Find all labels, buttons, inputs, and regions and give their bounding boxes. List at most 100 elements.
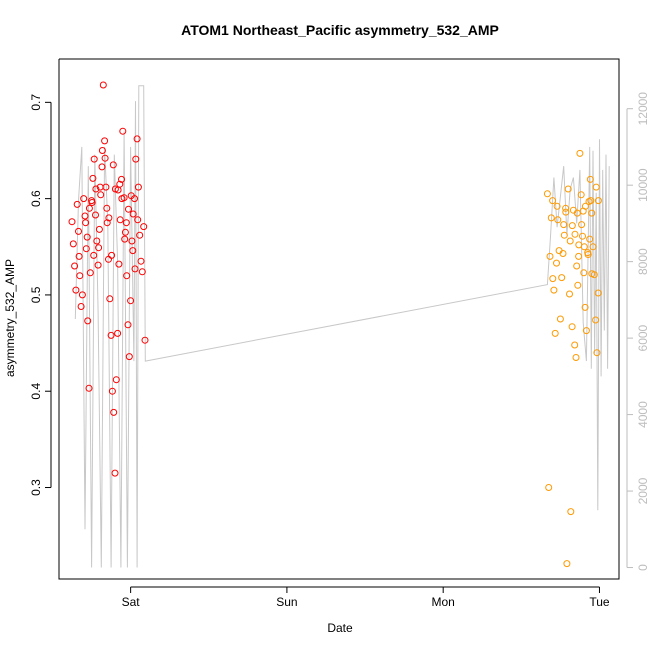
data-point <box>115 260 123 268</box>
data-point <box>136 231 144 239</box>
data-point <box>101 154 109 162</box>
data-point <box>581 202 589 210</box>
data-point <box>572 354 580 361</box>
data-point <box>127 192 135 200</box>
data-point <box>574 281 582 289</box>
y-tick-label: 0.3 <box>29 479 43 496</box>
data-point <box>562 208 570 216</box>
y2-tick-label: 4000 <box>636 401 650 428</box>
data-point <box>564 185 572 193</box>
data-point <box>73 200 81 208</box>
data-point <box>133 135 141 143</box>
x-tick-label: Tue <box>589 595 610 609</box>
x-tick-label: Mon <box>432 595 455 609</box>
data-point <box>108 387 116 395</box>
data-point <box>545 484 553 491</box>
data-point <box>90 155 98 163</box>
data-point <box>96 183 104 191</box>
data-point <box>131 265 139 273</box>
data-point <box>580 269 588 277</box>
y-tick-label: 0.7 <box>29 94 43 111</box>
data-point <box>576 149 584 157</box>
data-point <box>563 560 571 568</box>
data-point <box>134 216 142 224</box>
data-point <box>121 228 129 236</box>
data-point <box>138 268 146 276</box>
plot-area <box>58 58 620 580</box>
data-point <box>560 231 568 239</box>
data-point <box>83 233 91 241</box>
data-point <box>558 274 566 282</box>
data-point <box>94 261 102 269</box>
data-point <box>593 349 601 357</box>
data-point <box>105 214 113 222</box>
y2-tick-label: 12000 <box>636 92 650 126</box>
data-point <box>581 303 589 311</box>
data-point <box>547 214 555 222</box>
x-axis-label: Date <box>327 621 353 635</box>
data-point <box>75 252 83 260</box>
y2-tick-label: 2000 <box>636 477 650 504</box>
data-point <box>594 289 602 297</box>
data-point <box>118 175 125 183</box>
y-tick-label: 0.6 <box>29 190 43 207</box>
data-point <box>573 209 581 217</box>
data-point <box>78 291 86 299</box>
data-point <box>122 219 130 227</box>
data-point <box>88 199 96 206</box>
data-point <box>594 197 602 205</box>
data-point <box>69 240 77 248</box>
data-point <box>98 163 106 171</box>
data-point <box>76 272 84 280</box>
data-point <box>109 161 117 169</box>
data-point <box>97 191 105 199</box>
plot-frame <box>58 58 620 580</box>
data-point <box>550 286 558 294</box>
data-point <box>72 286 80 294</box>
data-point <box>107 331 115 339</box>
y2-tick-label: 6000 <box>636 324 650 351</box>
data-point <box>108 251 116 259</box>
data-point <box>95 225 103 233</box>
data-point <box>125 353 133 361</box>
y2-tick-label: 8000 <box>636 248 650 275</box>
data-point <box>103 219 111 227</box>
data-point <box>584 251 592 258</box>
overlay-line-layer <box>74 85 610 568</box>
data-point <box>90 251 98 259</box>
data-point <box>567 508 575 516</box>
data-point <box>123 272 131 280</box>
x-tick-label: Sat <box>122 595 141 609</box>
data-point <box>575 252 583 260</box>
data-point <box>560 221 568 229</box>
data-point <box>84 317 92 325</box>
data-point <box>82 219 90 227</box>
data-point <box>137 257 145 265</box>
data-point <box>588 209 596 217</box>
data-point <box>81 212 89 220</box>
data-point <box>551 329 559 337</box>
data-point <box>92 211 99 219</box>
data-point <box>129 210 137 218</box>
data-point <box>95 244 103 252</box>
data-point <box>553 259 560 267</box>
data-point <box>127 297 135 305</box>
data-point <box>543 190 551 198</box>
data-point <box>106 295 114 303</box>
data-point <box>562 204 570 212</box>
data-point <box>573 262 581 270</box>
data-point <box>559 250 567 257</box>
data-point <box>568 222 576 230</box>
data-point <box>129 247 137 255</box>
data-point <box>68 218 76 226</box>
data-point <box>85 204 93 212</box>
data-point <box>556 315 564 323</box>
data-point <box>582 327 590 335</box>
y2-tick-label: 0 <box>636 564 650 571</box>
data-point <box>116 180 124 188</box>
data-point <box>112 376 120 384</box>
y2-tick-label: 10000 <box>636 168 650 202</box>
data-point <box>578 221 586 229</box>
data-point <box>92 185 100 193</box>
data-point <box>592 316 600 324</box>
